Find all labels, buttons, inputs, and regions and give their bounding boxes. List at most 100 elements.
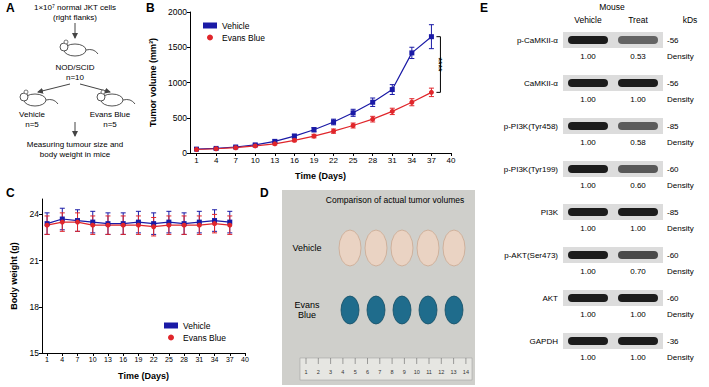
svg-text:16: 16	[119, 356, 127, 363]
svg-text:37: 37	[226, 356, 234, 363]
svg-text:0.60: 0.60	[630, 181, 646, 190]
svg-text:C: C	[6, 186, 15, 200]
svg-text:14: 14	[463, 369, 469, 375]
svg-text:Evans Blue: Evans Blue	[183, 333, 226, 343]
svg-text:28: 28	[180, 356, 188, 363]
svg-text:1.00: 1.00	[580, 138, 596, 147]
svg-text:28: 28	[368, 156, 377, 165]
svg-text:n=5: n=5	[103, 120, 117, 129]
svg-text:-56: -56	[667, 79, 679, 88]
svg-text:9: 9	[403, 369, 406, 375]
svg-text:(right flanks): (right flanks)	[53, 13, 97, 22]
svg-text:Vehicle: Vehicle	[574, 15, 602, 25]
svg-text:-56: -56	[667, 36, 679, 45]
svg-text:4: 4	[214, 156, 219, 165]
svg-text:-60: -60	[667, 294, 679, 303]
svg-text:-60: -60	[667, 251, 679, 260]
svg-text:500: 500	[173, 113, 187, 123]
svg-text:1.00: 1.00	[580, 181, 596, 190]
svg-text:GAPDH: GAPDH	[530, 337, 559, 346]
svg-text:A: A	[6, 1, 15, 15]
svg-text:1.00: 1.00	[580, 310, 596, 319]
svg-text:7: 7	[76, 356, 80, 363]
svg-text:Vehicle: Vehicle	[19, 110, 45, 119]
svg-text:-85: -85	[667, 208, 679, 217]
svg-text:1: 1	[304, 369, 307, 375]
svg-text:1.00: 1.00	[580, 267, 596, 276]
svg-text:Vehicle: Vehicle	[183, 321, 211, 331]
svg-text:body weight in mice: body weight in mice	[40, 150, 111, 159]
svg-text:Vehicle: Vehicle	[222, 21, 250, 31]
svg-text:25: 25	[165, 356, 173, 363]
svg-text:Evans Blue: Evans Blue	[222, 33, 265, 43]
svg-text:Time (Days): Time (Days)	[295, 171, 346, 181]
svg-text:19: 19	[310, 156, 319, 165]
svg-text:22: 22	[329, 156, 338, 165]
svg-text:25: 25	[349, 156, 358, 165]
svg-text:Density: Density	[667, 52, 694, 61]
svg-text:15: 15	[30, 348, 40, 358]
svg-text:D: D	[260, 186, 269, 200]
svg-text:CaMKII-α: CaMKII-α	[524, 79, 558, 88]
svg-text:Comparison of actual tumor vol: Comparison of actual tumor volumes	[326, 195, 464, 205]
svg-text:31: 31	[195, 356, 203, 363]
svg-text:Density: Density	[667, 138, 694, 147]
svg-text:13: 13	[451, 369, 457, 375]
svg-text:7: 7	[233, 156, 238, 165]
svg-text:NOD/SCID: NOD/SCID	[55, 63, 94, 72]
svg-text:1.00: 1.00	[630, 95, 646, 104]
svg-text:1.00: 1.00	[580, 353, 596, 362]
svg-text:4: 4	[60, 356, 64, 363]
svg-text:1500: 1500	[168, 42, 187, 52]
svg-text:Density: Density	[667, 181, 694, 190]
svg-text:Time (Days): Time (Days)	[118, 371, 169, 381]
svg-text:10: 10	[89, 356, 97, 363]
svg-text:-36: -36	[667, 337, 679, 346]
svg-text:37: 37	[427, 156, 436, 165]
svg-text:E: E	[480, 1, 488, 15]
svg-text:n=5: n=5	[25, 120, 39, 129]
svg-text:Treat: Treat	[628, 15, 648, 25]
svg-text:10: 10	[251, 156, 260, 165]
svg-text:kDs: kDs	[683, 15, 698, 25]
svg-text:1: 1	[194, 156, 199, 165]
svg-text:PI3K: PI3K	[541, 208, 559, 217]
svg-text:1: 1	[45, 356, 49, 363]
svg-text:34: 34	[407, 156, 416, 165]
svg-text:0.53: 0.53	[630, 52, 646, 61]
svg-text:p-AKT(Ser473): p-AKT(Ser473)	[504, 251, 558, 260]
svg-text:Vehicle: Vehicle	[292, 243, 321, 253]
svg-text:4: 4	[341, 369, 344, 375]
svg-text:3: 3	[329, 369, 332, 375]
svg-text:p-CaMKII-α: p-CaMKII-α	[517, 36, 558, 45]
svg-text:Density: Density	[667, 310, 694, 319]
svg-text:12: 12	[438, 369, 444, 375]
svg-text:Mouse: Mouse	[599, 2, 625, 12]
svg-text:18: 18	[30, 302, 40, 312]
svg-text:6: 6	[366, 369, 369, 375]
svg-text:11: 11	[426, 369, 432, 375]
svg-text:0.70: 0.70	[630, 267, 646, 276]
svg-text:34: 34	[211, 356, 219, 363]
svg-text:40: 40	[447, 156, 456, 165]
svg-text:Density: Density	[667, 267, 694, 276]
svg-text:22: 22	[150, 356, 158, 363]
svg-text:13: 13	[270, 156, 279, 165]
svg-text:p-PI3K(Tyr458): p-PI3K(Tyr458)	[504, 122, 559, 131]
svg-text:1.00: 1.00	[580, 52, 596, 61]
svg-text:-60: -60	[667, 165, 679, 174]
svg-text:16: 16	[290, 156, 299, 165]
svg-text:31: 31	[388, 156, 397, 165]
svg-text:Measuring tumour size and: Measuring tumour size and	[27, 140, 124, 149]
svg-text:****: ****	[434, 58, 444, 73]
svg-text:1000: 1000	[168, 78, 187, 88]
svg-text:Density: Density	[667, 224, 694, 233]
svg-text:Blue: Blue	[298, 310, 316, 320]
svg-text:2000: 2000	[168, 7, 187, 17]
svg-text:B: B	[146, 1, 155, 15]
svg-text:8: 8	[391, 369, 394, 375]
svg-text:1.00: 1.00	[580, 95, 596, 104]
svg-text:40: 40	[241, 356, 249, 363]
svg-text:21: 21	[30, 256, 40, 266]
svg-text:Body weight (g): Body weight (g)	[9, 242, 19, 310]
